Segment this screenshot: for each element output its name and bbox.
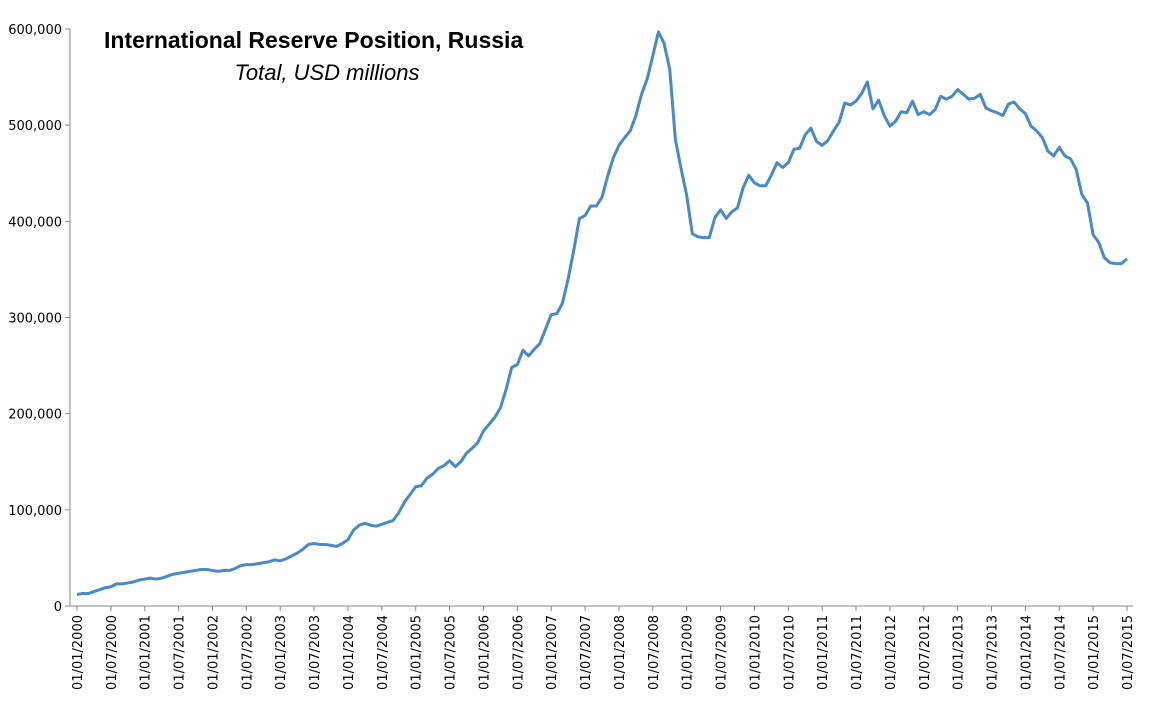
x-tick-label: 01/07/2013 <box>986 615 1001 690</box>
x-tick-label: 01/01/2005 <box>410 615 425 690</box>
chart-title: International Reserve Position, Russia <box>104 27 523 53</box>
x-tick-label: 01/07/2006 <box>511 615 526 690</box>
x-tick-label: 01/01/2006 <box>477 615 492 690</box>
x-tick-label: 01/01/2001 <box>139 615 154 690</box>
x-tick-label: 01/07/2002 <box>240 615 255 690</box>
x-tick-label: 01/01/2010 <box>748 615 763 690</box>
x-tick-label: 01/01/2003 <box>274 615 289 690</box>
x-tick-label: 01/01/2009 <box>681 615 696 690</box>
x-tick-label: 01/07/2012 <box>918 615 933 690</box>
x-tick-label: 01/07/2009 <box>715 615 730 690</box>
y-tick-label: 100,000 <box>8 504 62 519</box>
y-tick-label: 200,000 <box>8 408 62 423</box>
x-tick-label: 01/01/2013 <box>952 615 967 690</box>
x-tick-label: 01/07/2015 <box>1121 615 1136 690</box>
x-tick-label: 01/07/2005 <box>444 615 459 690</box>
x-tick-label: 01/01/2000 <box>71 615 86 690</box>
x-tick-label: 01/07/2004 <box>376 615 391 690</box>
x-tick-label: 01/07/2010 <box>782 615 797 690</box>
x-tick-label: 01/01/2002 <box>206 615 221 690</box>
x-tick-label: 01/01/2012 <box>884 615 899 690</box>
y-tick-label: 500,000 <box>8 119 62 134</box>
data-line <box>76 30 1128 596</box>
y-tick-label: 300,000 <box>8 312 62 327</box>
x-tick-label: 01/01/2007 <box>545 615 560 690</box>
x-tick-label: 01/07/2003 <box>308 615 323 690</box>
x-tick-label: 01/01/2004 <box>342 615 357 690</box>
x-tick-label: 01/07/2000 <box>105 615 120 690</box>
y-tick-label: 600,000 <box>8 23 62 38</box>
y-tick-label: 0 <box>54 600 62 615</box>
chart-subtitle: Total, USD millions <box>234 60 419 85</box>
x-tick-label: 01/07/2008 <box>647 615 662 690</box>
x-tick-label: 01/07/2011 <box>850 615 865 690</box>
x-tick-label: 01/01/2015 <box>1087 615 1102 690</box>
x-tick-label: 01/01/2014 <box>1019 615 1034 690</box>
x-tick-label: 01/07/2001 <box>173 615 188 690</box>
x-tick-label: 01/07/2007 <box>579 615 594 690</box>
y-tick-label: 400,000 <box>8 215 62 230</box>
x-tick-label: 01/01/2011 <box>816 615 831 690</box>
x-tick-label: 01/07/2014 <box>1053 615 1068 690</box>
x-tick-label: 01/01/2008 <box>613 615 628 690</box>
